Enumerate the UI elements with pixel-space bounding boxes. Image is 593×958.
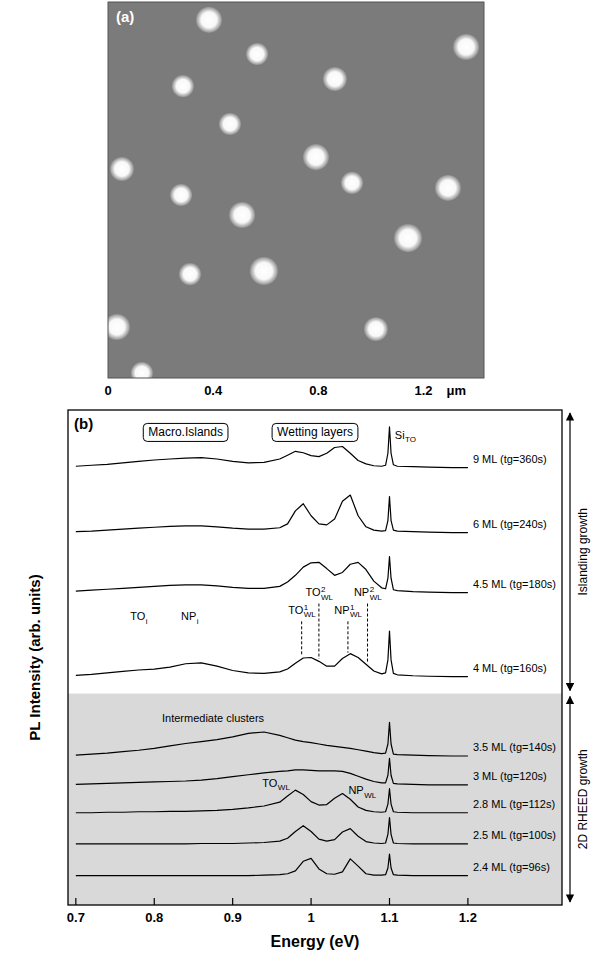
island (394, 224, 422, 252)
spectrum (76, 722, 468, 756)
region-arrow (569, 413, 570, 691)
region-label: 2D RHEED growth (576, 749, 590, 849)
island (229, 202, 255, 228)
series-label: 4.5 ML (tg=180s) (473, 578, 556, 590)
annotation: NP (348, 784, 363, 796)
spectrum (76, 818, 468, 844)
series-label: 4 ML (tg=160s) (473, 662, 547, 674)
x-tick (232, 898, 233, 905)
shaded-region (68, 694, 562, 905)
x-tick (310, 898, 311, 905)
spectrum (76, 557, 468, 593)
annotation: TO (305, 586, 321, 598)
x-tick-label: 0 (104, 383, 111, 398)
series-label: 2.4 ML (tg=96s) (473, 861, 550, 873)
island (303, 144, 329, 170)
islands (108, 7, 479, 378)
annotation: Si (395, 429, 405, 441)
region-label: Islanding growth (576, 508, 590, 595)
island (250, 257, 278, 285)
series-label: 9 ML (tg=360s) (473, 453, 547, 465)
x-tick-label: 0.8 (309, 383, 327, 398)
annotation: NP (354, 586, 369, 598)
island (323, 67, 347, 91)
island (219, 113, 241, 135)
island (453, 34, 479, 60)
annotation-subscript: TO (405, 435, 416, 444)
island (435, 175, 461, 201)
annotation-leader (367, 604, 368, 664)
spectrum (76, 495, 468, 532)
plot-frame (68, 410, 562, 905)
annotation-subscript: WL (370, 593, 383, 602)
image-frame (108, 2, 484, 378)
annotation: TO (262, 777, 278, 789)
annotation-subscript: i (197, 617, 199, 626)
label-box (143, 423, 228, 441)
figure: 0 0.4 0.8 1.2 μm (a) Islanding growth 2D RHEED … (0, 0, 593, 958)
x-tick-label: 1.2 (459, 910, 477, 925)
series-label: 3.5 ML (tg=140s) (473, 741, 556, 753)
island (110, 157, 134, 181)
x-tick (467, 898, 468, 905)
island (341, 172, 363, 194)
x-tick-label: 1 (307, 910, 314, 925)
island (364, 317, 388, 341)
x-tick (389, 898, 390, 905)
spectrum (76, 631, 468, 677)
annotation-subscript: WL (364, 791, 377, 800)
island (170, 184, 192, 206)
label-box (272, 423, 358, 441)
island (196, 7, 222, 33)
x-tick-label: 0.4 (204, 383, 223, 398)
island (246, 43, 268, 65)
annotation-leader (347, 621, 348, 652)
x-axis-title: Energy (eV) (271, 933, 360, 950)
panel-label: (a) (116, 8, 134, 25)
x-tick (154, 898, 155, 905)
region-arrow (569, 697, 570, 902)
x-tick (75, 898, 76, 905)
spectra (76, 427, 468, 876)
spectrum (76, 789, 468, 813)
series-label: 3 ML (tg=120s) (473, 770, 547, 782)
island (172, 75, 194, 97)
series-label: 2.8 ML (tg=112s) (473, 798, 555, 810)
series-label: 6 ML (tg=240s) (473, 518, 547, 530)
annotation-subscript: WL (350, 610, 363, 619)
island (131, 362, 153, 378)
annotation-subscript: WL (321, 593, 334, 602)
annotation: NP (181, 610, 196, 622)
y-axis-title: PL Intensity (arb. units) (26, 574, 43, 740)
annotation-subscript: WL (304, 610, 317, 619)
annotation-leader (301, 621, 302, 656)
x-tick-label: 0.7 (67, 910, 85, 925)
annotation: TO (130, 610, 146, 622)
boxed-label: Macro.Islands (148, 425, 223, 439)
x-tick-label: 1.1 (380, 910, 398, 925)
island (179, 263, 201, 285)
spectrum (76, 854, 468, 876)
x-tick-label: 1.2 (414, 383, 432, 398)
annotation-leader (318, 604, 319, 659)
annotation-subscript: WL (278, 783, 291, 792)
x-axis-label: μm (447, 383, 467, 398)
panel-label: (b) (74, 415, 93, 432)
island (108, 314, 130, 340)
afm-background (108, 2, 484, 378)
boxed-label: Wetting layers (277, 425, 353, 439)
x-tick-label: 0.9 (224, 910, 242, 925)
annotation: TO (288, 604, 304, 616)
x-tick-label: 0.8 (145, 910, 163, 925)
series-label: 2.5 ML (tg=100s) (473, 829, 556, 841)
annotation: Intermediate clusters (162, 712, 265, 724)
annotation-subscript: i (146, 617, 148, 626)
annotation: NP (334, 604, 349, 616)
